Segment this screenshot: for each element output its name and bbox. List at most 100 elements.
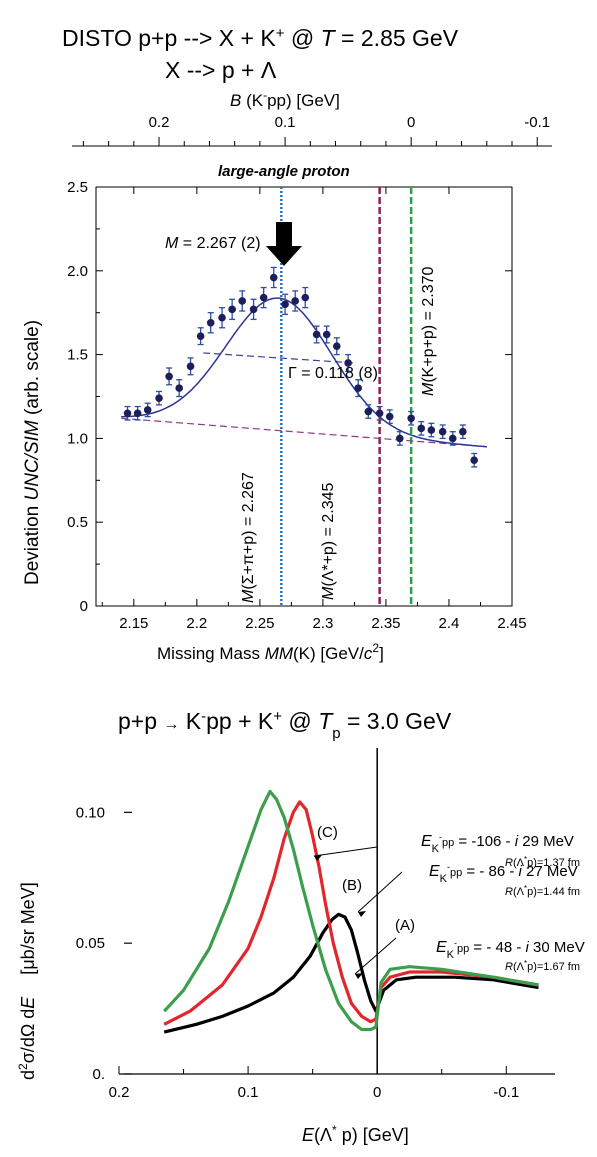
curve-tag: (A) <box>395 917 415 934</box>
bottom-x-tick-label: 0.1 <box>238 1084 259 1101</box>
data-point <box>407 414 415 423</box>
data-point <box>448 434 457 443</box>
data-point <box>238 297 247 305</box>
top-title-line1: DISTO p+p --> X + K+ @ T = 2.85 GeV <box>62 25 459 52</box>
peak-arrow-icon <box>266 222 302 266</box>
background-line <box>121 417 487 448</box>
curve-b <box>163 800 539 1026</box>
bottom-y-tick-label: 0. <box>92 1066 105 1083</box>
top-y-tick-label: 1.0 <box>67 430 88 447</box>
leader-arrowhead-icon <box>355 973 363 979</box>
data-point <box>206 318 215 327</box>
data-point <box>196 332 205 340</box>
data-point <box>218 313 226 322</box>
data-point <box>396 434 404 443</box>
mass-annotation: M = 2.267 (2) <box>165 235 261 252</box>
top-x-tick-label: 2.45 <box>497 615 526 632</box>
top-y-tick-label: 1.5 <box>67 347 88 364</box>
leader-arrowhead-icon <box>314 855 322 861</box>
top-x-tick-label: 2.15 <box>119 615 148 632</box>
data-point <box>312 330 321 339</box>
top-x-tick-label: 2.2 <box>186 615 207 632</box>
data-point <box>281 300 289 309</box>
data-point <box>322 330 331 339</box>
top-chart: DISTO p+p --> X + K+ @ T = 2.85 GeV X --… <box>22 25 552 663</box>
data-point <box>354 384 363 392</box>
data-point <box>123 409 132 418</box>
data-point <box>417 424 426 433</box>
bottom-axes: 0.2 0.1 0 -0.10.0.050.10 <box>76 748 555 1101</box>
data-point <box>385 412 394 421</box>
top-x-tick-label: 2.35 <box>371 615 400 632</box>
bottom-curves <box>163 789 539 1034</box>
data-point <box>344 359 352 367</box>
leader-arrowhead-icon <box>358 911 366 917</box>
kpp-line-label: M(K+p+p) = 2.370 <box>420 266 437 396</box>
leader-line <box>354 937 397 975</box>
bottom-x-tick-label: 0.2 <box>109 1084 130 1101</box>
top-axis-tick-label: -0.1 <box>524 114 550 131</box>
data-point <box>186 362 195 371</box>
data-point <box>165 372 173 381</box>
bottom-title: p+p → K-pp + K+ @ Tp = 3.0 GeV <box>118 708 452 742</box>
data-point <box>259 293 268 302</box>
top-axis-tick-label: 0.2 <box>149 114 170 131</box>
radius-text: R(Λ*p)=1.37 fm <box>505 855 580 869</box>
data-point <box>375 409 384 418</box>
data-point <box>269 273 278 282</box>
gamma-annotation: Γ = 0.118 (8) <box>288 365 378 382</box>
data-point <box>228 305 236 314</box>
sigma-line-label: M(Σ+π+p) = 2.267 <box>240 472 257 603</box>
data-point <box>438 427 447 436</box>
curve-tag: (C) <box>317 824 338 841</box>
top-y-tick-label: 0 <box>80 598 88 615</box>
bottom-y-tick-label: 0.10 <box>76 804 105 821</box>
bottom-x-tick-label: 0 <box>373 1084 381 1101</box>
curve-c <box>163 789 539 1032</box>
top-y-tick-label: 0.5 <box>67 514 88 531</box>
radius-text: R(Λ*p)=1.67 fm <box>505 959 580 973</box>
top-y-tick-label: 2.0 <box>67 263 88 280</box>
data-point <box>249 305 258 314</box>
top-axis-tick-label: 0.1 <box>275 114 296 131</box>
data-point <box>332 342 341 351</box>
top-axis: 0.2 0.1 0 -0.1 <box>72 114 552 147</box>
data-point <box>143 406 152 414</box>
top-x-tick-label: 2.25 <box>245 615 274 632</box>
leader-line <box>357 871 403 913</box>
pole-energy-text: EK-pp = - 86 - i 27 MeV <box>429 862 578 885</box>
bottom-y-axis-label: d2σ/dΩ dE[μb/sr MeV] <box>16 882 38 1080</box>
curve-a <box>163 912 539 1034</box>
data-point <box>470 456 478 464</box>
curve-tag: (B) <box>342 877 362 894</box>
top-title-line2: X --> p + Λ <box>165 57 277 83</box>
pole-energy-text: EK-pp = -106 - i 29 MeV <box>421 832 574 855</box>
top-x-tick-label: 2.4 <box>439 615 460 632</box>
panel-label: large-angle proton <box>218 163 350 180</box>
bottom-x-tick-label: -0.1 <box>493 1084 519 1101</box>
data-point <box>291 297 299 305</box>
bottom-y-tick-label: 0.05 <box>76 935 105 952</box>
top-x-axis-label: Missing Mass MM(K) [GeV/c2] <box>157 641 384 663</box>
top-x-tick-label: 2.3 <box>312 615 333 632</box>
data-point <box>459 427 467 436</box>
top-axes: 2.15 2.2 2.25 2.3 2.35 2.4 2.45 0 0.5 1.0 1.5 2.0 2.… <box>67 179 526 632</box>
data-point <box>175 384 183 392</box>
fit-curve <box>121 297 487 448</box>
top-data-points <box>123 266 478 468</box>
top-y-tick-label: 2.5 <box>67 179 88 196</box>
data-point <box>133 409 142 418</box>
top-axis-label: B (K-pp) [GeV] <box>230 88 340 110</box>
top-axis-tick-label: 0 <box>407 114 415 131</box>
pole-energy-text: EK-pp = - 48 - i 30 MeV <box>436 938 585 961</box>
data-point <box>427 426 436 434</box>
lambda-line-label: M(Λ*+p) = 2.345 <box>320 482 337 600</box>
data-point <box>301 293 310 302</box>
bottom-chart: p+p → K-pp + K+ @ Tp = 3.0 GeV 0.2 0.1 0 -0… <box>16 708 585 1146</box>
data-point <box>155 394 163 402</box>
top-y-axis-label: Deviation UNC/SIM (arb. scale) <box>22 320 43 585</box>
radius-text: R(Λ*p)=1.44 fm <box>505 884 580 898</box>
bottom-x-axis-label: E(Λ* p) [GeV] <box>302 1123 409 1145</box>
